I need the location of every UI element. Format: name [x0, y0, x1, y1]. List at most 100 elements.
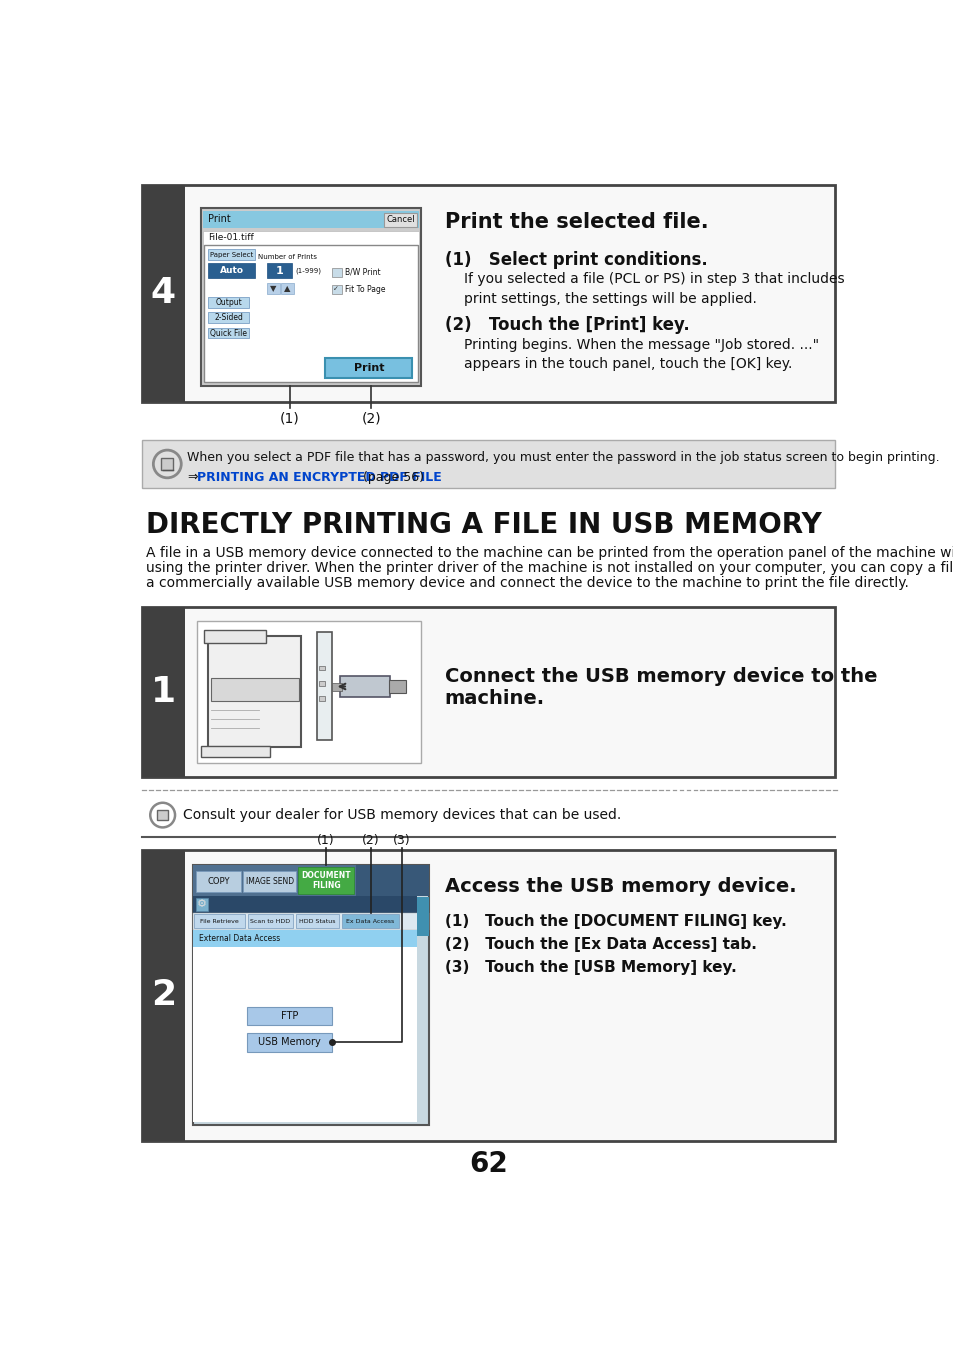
Text: 62: 62 — [469, 1150, 508, 1178]
Text: (page 56): (page 56) — [359, 470, 424, 484]
Bar — [193, 947, 416, 1121]
Bar — [319, 681, 325, 686]
Bar — [340, 676, 390, 697]
Text: 1: 1 — [151, 676, 175, 709]
Bar — [193, 865, 429, 896]
Text: Number of Prints: Number of Prints — [257, 254, 316, 259]
Text: Print: Print — [354, 362, 384, 373]
Text: (1)   Select print conditions.: (1) Select print conditions. — [444, 251, 707, 269]
Bar — [384, 213, 416, 227]
Text: 1: 1 — [275, 266, 283, 276]
Bar — [193, 913, 429, 929]
Text: File Retrieve: File Retrieve — [199, 919, 238, 924]
Bar — [267, 282, 279, 293]
Text: Quick File: Quick File — [210, 328, 247, 338]
Bar — [332, 684, 341, 692]
Bar — [389, 681, 406, 693]
Text: PRINTING AN ENCRYPTED PDF FILE: PRINTING AN ENCRYPTED PDF FILE — [196, 470, 441, 484]
Text: ⇒: ⇒ — [187, 470, 197, 484]
Bar — [332, 267, 341, 277]
Text: (1-999): (1-999) — [294, 267, 321, 274]
Text: ⚙: ⚙ — [197, 900, 207, 909]
Bar — [211, 678, 298, 701]
Bar — [319, 666, 325, 670]
Bar — [142, 185, 835, 401]
Text: HDD Status: HDD Status — [299, 919, 335, 924]
Text: (2): (2) — [361, 412, 380, 426]
Bar — [208, 297, 249, 308]
Text: Print: Print — [208, 213, 231, 224]
Text: Fit To Page: Fit To Page — [344, 285, 385, 293]
Bar — [208, 249, 254, 259]
Bar — [416, 897, 429, 936]
Text: Scan to HDD: Scan to HDD — [250, 919, 290, 924]
Bar — [161, 458, 173, 470]
Text: ▲: ▲ — [284, 284, 291, 293]
Bar — [295, 915, 339, 928]
Text: IMAGE SEND: IMAGE SEND — [245, 877, 294, 886]
Text: machine.: machine. — [444, 689, 544, 708]
Text: 4: 4 — [151, 277, 175, 311]
Bar — [142, 850, 185, 1140]
Text: If you selected a file (PCL or PS) in step 3 that includes
print settings, the s: If you selected a file (PCL or PS) in st… — [464, 273, 843, 305]
Bar — [208, 328, 249, 339]
Text: (1)   Touch the [DOCUMENT FILING] key.: (1) Touch the [DOCUMENT FILING] key. — [444, 913, 785, 928]
Bar — [342, 915, 398, 928]
Bar — [247, 1006, 332, 1025]
Bar — [195, 870, 241, 892]
Bar — [142, 850, 835, 1140]
Text: Consult your dealer for USB memory devices that can be used.: Consult your dealer for USB memory devic… — [183, 808, 620, 821]
Text: Connect the USB memory device to the: Connect the USB memory device to the — [444, 667, 877, 686]
Bar — [247, 1034, 332, 1051]
Bar — [355, 865, 429, 896]
Bar — [203, 211, 418, 227]
Text: 2: 2 — [151, 978, 175, 1012]
Text: 2-Sided: 2-Sided — [213, 313, 243, 322]
Bar — [142, 607, 185, 777]
Text: (1): (1) — [279, 412, 299, 426]
Bar — [332, 285, 341, 293]
Text: Output: Output — [215, 297, 242, 307]
Bar — [157, 809, 168, 820]
Bar — [281, 282, 294, 293]
Bar — [193, 929, 416, 947]
Text: Ex Data Access: Ex Data Access — [346, 919, 394, 924]
Bar — [208, 312, 249, 323]
Bar — [316, 632, 332, 739]
Text: using the printer driver. When the printer driver of the machine is not installe: using the printer driver. When the print… — [146, 561, 953, 576]
Bar — [193, 865, 429, 1125]
Bar — [208, 636, 301, 747]
Bar — [248, 915, 293, 928]
Text: (2)   Touch the [Ex Data Access] tab.: (2) Touch the [Ex Data Access] tab. — [444, 936, 756, 951]
Bar — [204, 245, 418, 382]
Text: Print the selected file.: Print the selected file. — [444, 212, 708, 232]
Text: Auto: Auto — [219, 266, 243, 276]
Text: ▼: ▼ — [270, 284, 276, 293]
Text: ✓: ✓ — [333, 286, 339, 292]
Text: COPY: COPY — [207, 877, 230, 886]
Bar — [142, 185, 185, 401]
Text: FTP: FTP — [281, 1011, 298, 1021]
Text: (2): (2) — [362, 834, 379, 847]
Bar — [208, 263, 254, 278]
Bar — [319, 697, 325, 701]
Text: B/W Print: B/W Print — [344, 267, 380, 277]
Text: Paper Select: Paper Select — [210, 251, 253, 258]
Bar — [142, 440, 835, 488]
Text: Access the USB memory device.: Access the USB memory device. — [444, 877, 796, 896]
Text: DIRECTLY PRINTING A FILE IN USB MEMORY: DIRECTLY PRINTING A FILE IN USB MEMORY — [146, 511, 821, 539]
Bar — [142, 607, 835, 777]
Bar — [203, 231, 418, 245]
Text: File-01.tiff: File-01.tiff — [208, 234, 253, 242]
Bar — [193, 915, 245, 928]
Text: DOCUMENT
FILING: DOCUMENT FILING — [301, 871, 351, 890]
Bar — [267, 263, 292, 278]
Bar — [298, 867, 354, 894]
Bar — [243, 870, 295, 892]
Text: (2)   Touch the [Print] key.: (2) Touch the [Print] key. — [444, 316, 689, 334]
Text: a commercially available USB memory device and connect the device to the machine: a commercially available USB memory devi… — [146, 577, 908, 590]
Text: (3)   Touch the [USB Memory] key.: (3) Touch the [USB Memory] key. — [444, 959, 736, 975]
Bar — [200, 208, 421, 386]
Text: A file in a USB memory device connected to the machine can be printed from the o: A file in a USB memory device connected … — [146, 546, 953, 559]
Text: (1): (1) — [317, 834, 335, 847]
